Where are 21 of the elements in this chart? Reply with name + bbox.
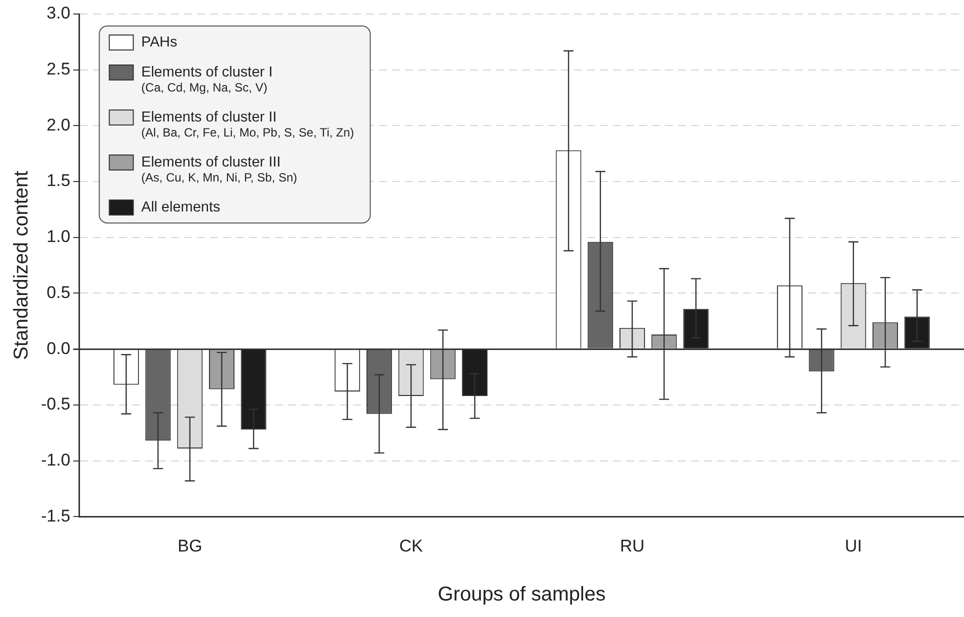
y-tick-label: -0.5 xyxy=(40,394,70,414)
y-axis-title: Standardized content xyxy=(10,170,33,360)
y-tick-label: 3.0 xyxy=(46,4,70,23)
legend-label: All elements xyxy=(141,199,220,216)
y-tick-label: 1.0 xyxy=(46,227,70,246)
y-tick-label: 2.0 xyxy=(46,115,70,134)
x-tick-label: RU xyxy=(620,536,645,556)
x-tick-label: BG xyxy=(178,536,202,556)
y-tick-label: -1.0 xyxy=(40,450,70,470)
legend-label: PAHs xyxy=(141,34,178,50)
legend-label: Elements of cluster II (Al, Ba, Cr, Fe, Li, Mo, Pb, S, Se, Ti, Zn) xyxy=(141,109,354,140)
x-tick-label: UI xyxy=(844,536,862,556)
x-axis-title: Groups of samples xyxy=(438,584,606,606)
legend-label: Elements of cluster I (Ca, Cd, Mg, Na, Sc, V) xyxy=(141,64,273,94)
y-tick-label: 0.0 xyxy=(46,338,70,358)
y-tick-label: -1.5 xyxy=(40,506,70,526)
y-tick-label: 2.5 xyxy=(46,60,70,79)
y-tick-label: 1.5 xyxy=(46,171,70,190)
x-tick-label: CK xyxy=(399,536,424,556)
y-tick-label: 0.5 xyxy=(46,282,70,302)
legend-label: Elements of cluster III (As, Cu, K, Mn, Ni, P, Sb, Sn) xyxy=(141,154,298,184)
